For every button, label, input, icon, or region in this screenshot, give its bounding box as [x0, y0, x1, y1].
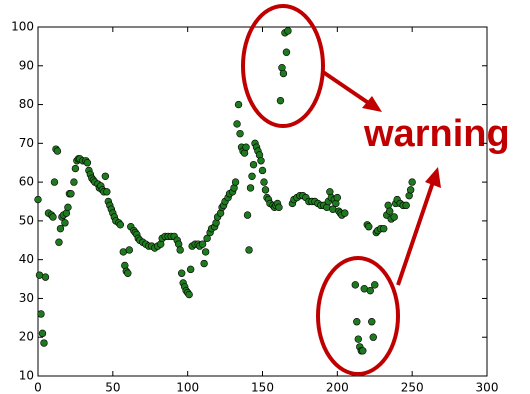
- x-tick-label: 200: [326, 381, 349, 394]
- point: [386, 207, 394, 215]
- point: [257, 157, 265, 165]
- x-tick-label: 150: [251, 381, 274, 394]
- highlight-ellipse: [241, 4, 325, 128]
- point: [236, 129, 244, 138]
- point: [176, 246, 184, 254]
- point: [284, 27, 292, 35]
- point: [354, 335, 362, 343]
- point: [71, 164, 80, 173]
- point: [83, 159, 92, 167]
- y-tick-label: 20: [19, 330, 34, 344]
- point: [351, 281, 359, 289]
- x-tick-label: 300: [476, 381, 499, 394]
- point: [369, 333, 377, 341]
- point: [406, 186, 415, 194]
- point: [200, 259, 208, 268]
- point: [61, 219, 69, 227]
- point: [116, 221, 125, 229]
- point: [70, 178, 78, 186]
- point: [231, 178, 240, 186]
- point: [185, 290, 193, 299]
- y-tick-label: 60: [19, 175, 34, 189]
- point: [275, 203, 283, 212]
- point: [50, 178, 59, 186]
- point: [245, 246, 253, 254]
- point: [41, 273, 50, 281]
- y-tick-label: 10: [19, 369, 34, 383]
- point: [103, 188, 111, 196]
- point: [186, 265, 195, 274]
- point: [371, 281, 379, 289]
- y-tick-label: 80: [19, 97, 34, 111]
- point: [67, 190, 75, 198]
- point: [368, 318, 376, 326]
- point: [282, 48, 291, 56]
- y-tick-label: 90: [19, 58, 34, 72]
- point: [258, 166, 267, 175]
- point: [37, 310, 45, 318]
- x-tick-label: 250: [401, 381, 424, 394]
- y-tick-label: 40: [19, 252, 34, 266]
- point: [260, 178, 268, 186]
- point: [390, 213, 398, 221]
- point: [38, 329, 47, 338]
- point: [276, 96, 285, 105]
- point: [279, 69, 288, 78]
- point: [341, 209, 349, 217]
- point: [201, 248, 210, 256]
- y-tick-label: 100: [11, 20, 34, 34]
- point: [380, 224, 388, 233]
- arrow: [396, 181, 435, 286]
- arrow-head: [362, 96, 382, 112]
- point: [64, 203, 72, 212]
- point: [198, 240, 207, 248]
- x-tick-label: 0: [34, 381, 42, 394]
- point: [365, 223, 373, 231]
- points: [34, 27, 416, 355]
- point: [366, 286, 374, 295]
- point: [203, 234, 211, 243]
- x-tick-label: 50: [105, 381, 120, 394]
- point: [234, 100, 243, 109]
- point: [246, 184, 255, 192]
- point: [34, 195, 42, 204]
- point: [248, 172, 256, 180]
- point: [243, 211, 252, 219]
- annotation: warning: [363, 113, 510, 155]
- point: [249, 160, 258, 169]
- point: [125, 246, 133, 254]
- point: [49, 213, 57, 221]
- y-tick-label: 70: [19, 136, 34, 150]
- point: [333, 193, 342, 202]
- point: [261, 186, 270, 194]
- arrow: [321, 70, 372, 106]
- point: [55, 238, 63, 246]
- point: [408, 178, 416, 186]
- point: [402, 201, 410, 210]
- arrow-head: [425, 167, 441, 188]
- point: [101, 172, 110, 180]
- point: [56, 224, 65, 233]
- point: [359, 347, 367, 355]
- point: [353, 318, 361, 326]
- highlight-ellipse: [316, 256, 400, 376]
- point: [53, 147, 62, 155]
- y-tick-label: 50: [19, 213, 34, 227]
- x-tick-label: 100: [176, 381, 199, 394]
- point: [242, 143, 250, 151]
- point: [233, 120, 241, 128]
- point: [40, 339, 48, 347]
- point: [177, 269, 186, 277]
- point: [124, 269, 132, 277]
- y-tick-label: 30: [19, 291, 34, 305]
